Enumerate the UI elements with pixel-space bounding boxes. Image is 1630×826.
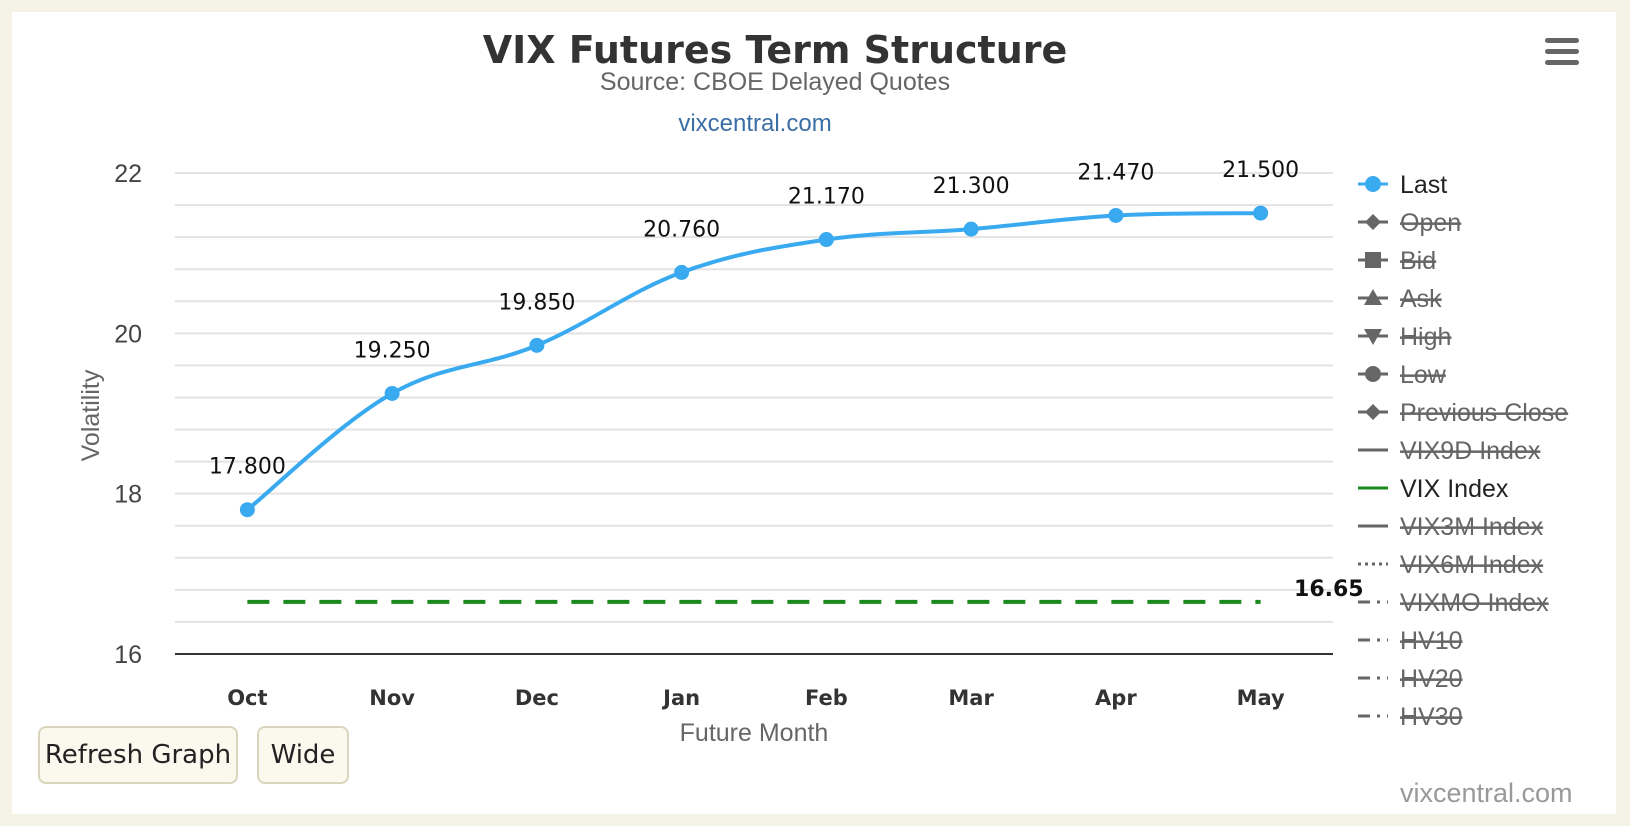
legend-marker: [1365, 252, 1381, 268]
wide-button[interactable]: Wide: [257, 726, 349, 784]
legend-item-label[interactable]: VIX Index: [1400, 475, 1509, 503]
x-tick-label: May: [1237, 686, 1285, 710]
x-tick-label: Nov: [369, 686, 415, 710]
legend-item-label[interactable]: Bid: [1400, 247, 1436, 275]
credit-link-top[interactable]: vixcentral.com: [678, 110, 832, 137]
legend-item-label[interactable]: High: [1400, 323, 1451, 351]
chart-subtitle: Source: CBOE Delayed Quotes: [599, 68, 951, 96]
credit-link-bottom[interactable]: vixcentral.com: [1400, 778, 1573, 808]
last-data-point: [384, 385, 400, 401]
chart-title: VIX Futures Term Structure: [482, 28, 1068, 72]
last-data-label: 20.760: [643, 217, 720, 242]
legend-marker: [1365, 176, 1381, 192]
x-tick-label: Dec: [515, 686, 559, 710]
legend-item-label[interactable]: HV30: [1400, 703, 1463, 731]
legend-marker: [1365, 366, 1381, 382]
y-tick-label: 20: [114, 320, 142, 348]
legend-item-label[interactable]: HV20: [1400, 665, 1463, 693]
x-axis-label: Future Month: [680, 719, 829, 747]
x-tick-label: Oct: [227, 686, 267, 710]
y-tick-label: 22: [114, 160, 142, 188]
last-data-label: 21.300: [933, 174, 1010, 199]
last-data-point: [1108, 207, 1124, 223]
last-data-point: [239, 502, 255, 518]
vix-index-label: 16.65: [1294, 577, 1364, 602]
legend-item-label[interactable]: VIX9D Index: [1400, 437, 1541, 465]
y-tick-label: 16: [114, 641, 142, 669]
last-data-label: 17.800: [209, 455, 286, 480]
last-data-label: 19.850: [498, 290, 575, 315]
legend-item-label[interactable]: VIX6M Index: [1400, 551, 1544, 579]
last-data-label: 21.170: [788, 185, 865, 210]
legend-marker: [1364, 289, 1382, 305]
x-tick-label: Feb: [805, 686, 848, 710]
last-data-point: [1253, 205, 1269, 221]
hamburger-menu-icon[interactable]: [1545, 38, 1579, 66]
legend-item-label[interactable]: Ask: [1400, 285, 1442, 313]
x-tick-label: Apr: [1095, 686, 1137, 710]
legend-item-label[interactable]: Low: [1400, 361, 1447, 389]
legend-item-label[interactable]: VIXMO Index: [1400, 589, 1549, 617]
last-series-line: [246, 211, 1261, 512]
x-tick-label: Jan: [661, 686, 700, 710]
last-data-point: [529, 337, 545, 353]
x-tick-label: Mar: [948, 686, 994, 710]
legend-marker: [1364, 329, 1382, 345]
last-data-label: 21.500: [1222, 158, 1299, 183]
legend-item-label[interactable]: HV10: [1400, 627, 1463, 655]
y-tick-label: 18: [114, 481, 142, 509]
legend-marker: [1365, 214, 1381, 230]
y-axis-label: Volatility: [77, 369, 105, 461]
last-data-point: [963, 221, 979, 237]
legend-marker: [1365, 404, 1381, 420]
last-data-point: [674, 264, 690, 280]
last-data-point: [818, 232, 834, 248]
legend-item-label[interactable]: Last: [1400, 171, 1447, 199]
legend-item-label[interactable]: Open: [1400, 209, 1461, 237]
legend-item-label[interactable]: Previous Close: [1400, 399, 1568, 427]
last-data-label: 21.470: [1077, 160, 1154, 185]
refresh-graph-button[interactable]: Refresh Graph: [38, 726, 238, 784]
legend-item-label[interactable]: VIX3M Index: [1400, 513, 1544, 541]
chart-card: [12, 12, 1616, 814]
last-data-label: 19.250: [354, 338, 431, 363]
